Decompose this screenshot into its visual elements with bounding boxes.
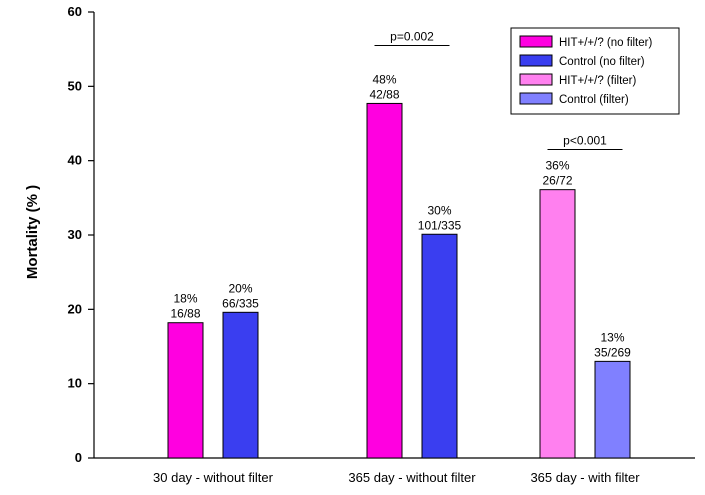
bar-percent-label: 20% — [228, 281, 252, 295]
bar-count-label: 42/88 — [369, 87, 399, 101]
y-axis-label: Mortality (% ) — [24, 185, 41, 279]
y-tick-label: 0 — [75, 450, 82, 465]
p-value-label: p=0.002 — [390, 29, 434, 43]
y-tick-label: 40 — [68, 153, 82, 168]
legend-label: HIT+/+/? (filter) — [559, 75, 636, 87]
plot-area: 0 10 20 30 40 50 60 30 day - without filter 365 … — [68, 4, 695, 485]
bar — [594, 360, 631, 459]
legend-label: Control (filter) — [559, 94, 629, 106]
bar-percent-label: 13% — [600, 330, 624, 344]
legend-swatch — [519, 54, 553, 67]
bar-percent-label: 18% — [173, 292, 197, 306]
x-category-label: 30 day - without filter — [153, 470, 274, 485]
bar — [421, 233, 458, 459]
p-value-label: p<0.001 — [563, 134, 607, 148]
y-tick-label: 10 — [68, 376, 82, 391]
bar — [366, 102, 403, 459]
bar-percent-label: 48% — [372, 72, 396, 86]
legend-label: Control (no filter) — [559, 56, 645, 68]
bar-count-label: 101/335 — [418, 218, 462, 232]
y-tick-label: 30 — [68, 227, 82, 242]
bar-percent-label: 30% — [427, 203, 451, 217]
legend-label: HIT+/+/? (no filter) — [559, 37, 652, 49]
legend-swatch — [519, 92, 553, 105]
bar — [539, 189, 576, 459]
x-category-label: 365 day - without filter — [348, 470, 476, 485]
bar — [222, 311, 259, 459]
bar-count-label: 16/88 — [170, 307, 200, 321]
y-tick-label: 60 — [68, 4, 82, 19]
legend-swatch — [519, 35, 553, 48]
y-tick-label: 20 — [68, 301, 82, 316]
bar-count-label: 35/269 — [594, 345, 631, 359]
bar-count-label: 66/335 — [222, 296, 259, 310]
legend-swatch — [519, 73, 553, 86]
bar — [167, 322, 204, 459]
bar-count-label: 26/72 — [542, 174, 572, 188]
bar-percent-label: 36% — [545, 159, 569, 173]
x-category-label: 365 day - with filter — [530, 470, 640, 485]
legend: HIT+/+/? (no filter) Control (no filter) H… — [510, 27, 680, 115]
y-tick-label: 50 — [68, 78, 82, 93]
